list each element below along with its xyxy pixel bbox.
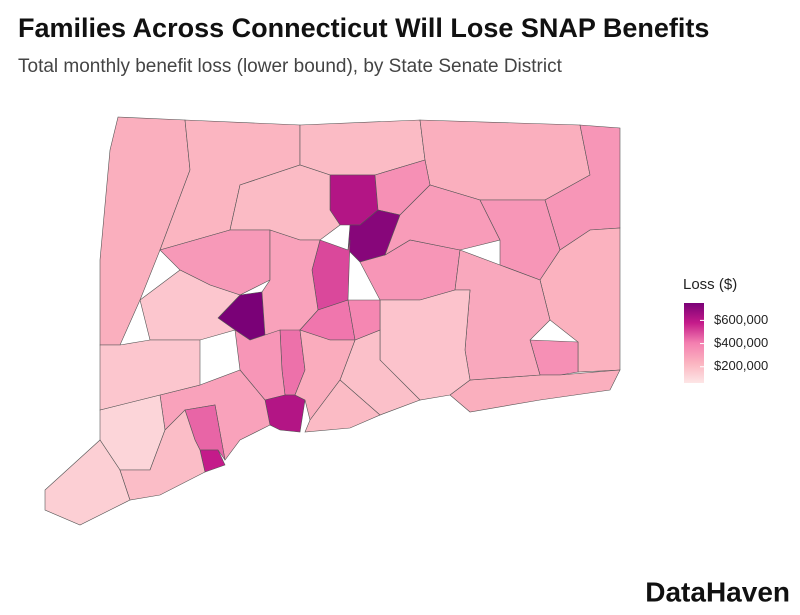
legend-tick-label: $200,000 [714, 358, 768, 373]
district [384, 184, 501, 256]
district [304, 379, 381, 433]
district [119, 409, 206, 501]
legend-ticks: $200,000 $400,000 $600,000 [700, 312, 768, 373]
district [347, 299, 381, 341]
brand: DataHaven [645, 576, 790, 607]
district [264, 394, 306, 433]
map [44, 116, 621, 526]
district [99, 339, 201, 411]
district [419, 119, 591, 201]
district [311, 239, 351, 311]
title: Families Across Connecticut Will Lose SN… [18, 13, 709, 43]
legend-tick-label: $600,000 [714, 312, 768, 327]
legend-title: Loss ($) [683, 276, 737, 293]
legend-tick-label: $400,000 [714, 335, 768, 350]
legend-colorbar [684, 303, 704, 383]
subtitle: Total monthly benefit loss (lower bound)… [18, 56, 563, 77]
